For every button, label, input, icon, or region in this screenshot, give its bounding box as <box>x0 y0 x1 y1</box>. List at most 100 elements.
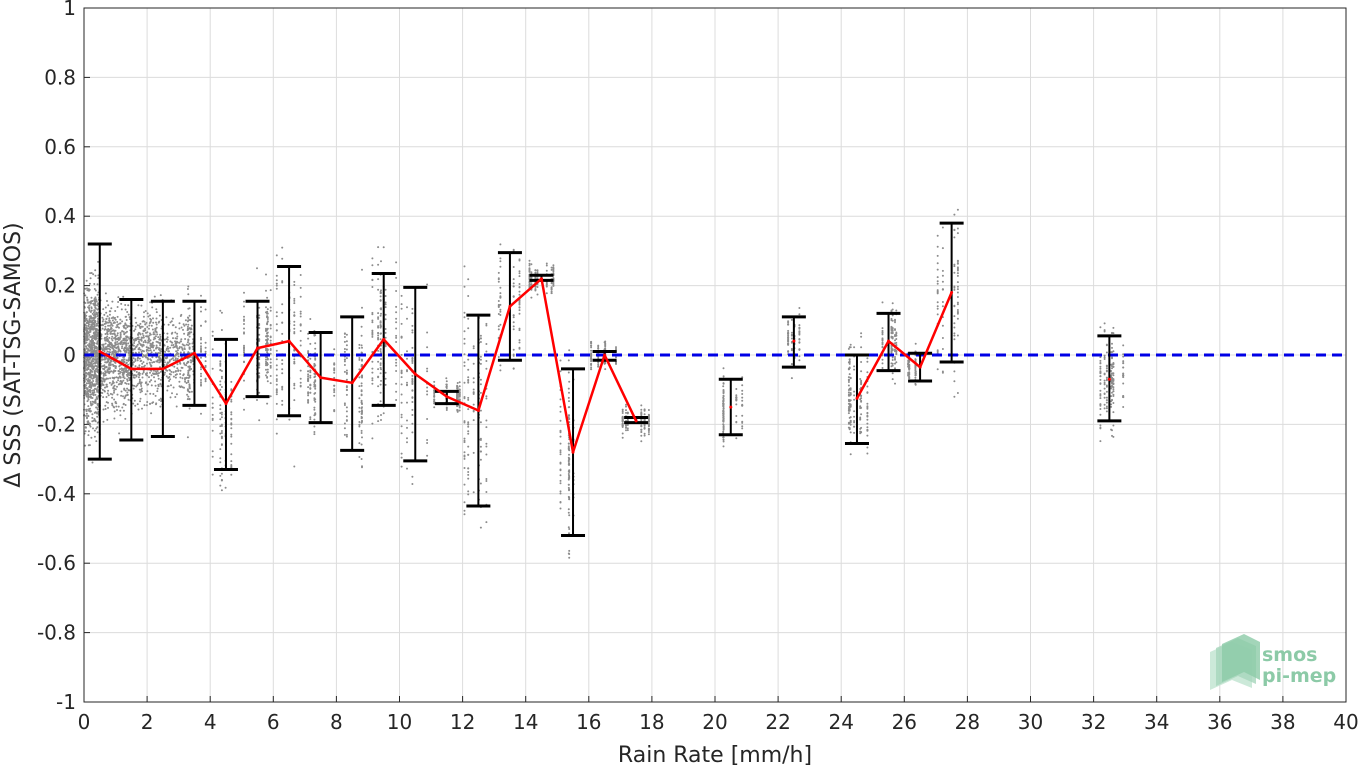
scatter-point <box>93 376 96 379</box>
scatter-point <box>643 427 646 430</box>
scatter-point <box>118 372 121 375</box>
scatter-point <box>265 374 267 377</box>
scatter-point <box>798 355 801 358</box>
scatter-point <box>1099 382 1102 385</box>
scatter-point <box>866 446 869 449</box>
scatter-point <box>953 236 956 239</box>
scatter-point <box>281 311 284 314</box>
scatter-point <box>157 336 160 339</box>
scatter-point <box>956 208 959 211</box>
scatter-point <box>211 473 214 476</box>
scatter-point <box>149 347 152 350</box>
scatter-point <box>115 405 118 408</box>
scatter-point <box>722 402 725 405</box>
scatter-point <box>528 281 531 284</box>
scatter-point <box>361 359 363 362</box>
scatter-point <box>395 334 398 337</box>
scatter-point <box>1112 395 1115 397</box>
scatter-point <box>155 321 157 324</box>
scatter-point <box>288 418 291 421</box>
scatter-point <box>93 298 96 301</box>
scatter-point <box>96 379 99 382</box>
scatter-point <box>266 349 269 352</box>
scatter-point <box>94 302 97 305</box>
scatter-point <box>463 342 466 345</box>
scatter-point <box>847 347 850 350</box>
scatter-point <box>433 402 436 405</box>
scatter-point <box>95 376 98 379</box>
scatter-point <box>545 262 548 265</box>
scatter-point <box>122 379 125 382</box>
scatter-point <box>102 318 105 321</box>
scatter-point <box>266 323 269 326</box>
scatter-point <box>360 407 363 410</box>
scatter-point <box>176 363 179 366</box>
scatter-point <box>379 372 382 375</box>
scatter-point <box>243 300 245 303</box>
scatter-point <box>133 384 136 387</box>
scatter-point <box>149 349 152 352</box>
scatter-point <box>866 428 869 431</box>
scatter-point <box>119 409 122 412</box>
scatter-point <box>243 397 245 400</box>
scatter-point <box>85 330 88 333</box>
scatter-point <box>137 304 140 307</box>
scatter-point <box>89 277 92 280</box>
scatter-point <box>126 379 129 382</box>
scatter-point <box>361 466 363 469</box>
scatter-point <box>518 293 521 296</box>
scatter-point <box>307 394 310 397</box>
scatter-point <box>96 293 99 296</box>
scatter-point <box>787 334 790 337</box>
scatter-point <box>90 321 93 324</box>
scatter-point <box>941 247 944 250</box>
scatter-point <box>735 403 738 406</box>
scatter-point <box>485 397 488 400</box>
scatter-point <box>125 359 128 362</box>
scatter-point <box>400 294 403 297</box>
scatter-point <box>169 340 172 343</box>
scatter-point <box>894 342 896 345</box>
scatter-point <box>269 309 272 312</box>
scatter-point <box>1122 360 1125 363</box>
scatter-point <box>463 457 466 460</box>
scatter-point <box>1122 344 1125 347</box>
scatter-point <box>110 370 113 373</box>
scatter-point <box>445 380 448 383</box>
scatter-point <box>90 341 93 344</box>
scatter-point <box>485 491 488 493</box>
scatter-point <box>908 361 911 363</box>
scatter-point <box>187 323 190 326</box>
scatter-point <box>166 332 169 335</box>
scatter-point <box>512 325 515 328</box>
scatter-point <box>299 385 302 388</box>
scatter-point <box>1122 406 1125 408</box>
scatter-point <box>102 384 105 386</box>
scatter-point <box>530 263 533 266</box>
scatter-point <box>176 341 179 344</box>
scatter-point <box>293 465 296 468</box>
scatter-point <box>936 301 939 304</box>
scatter-point <box>153 376 155 379</box>
scatter-point <box>377 415 380 418</box>
scatter-points <box>83 208 1125 559</box>
scatter-point <box>139 360 142 363</box>
scatter-point <box>138 388 141 391</box>
scatter-point <box>159 294 162 297</box>
scatter-point <box>621 436 624 439</box>
scatter-point <box>499 369 502 372</box>
scatter-point <box>169 396 172 399</box>
scatter-point <box>361 436 363 439</box>
scatter-point <box>559 419 562 422</box>
scatter-point <box>156 387 159 390</box>
scatter-point <box>313 433 316 436</box>
scatter-point <box>445 387 448 389</box>
scatter-point <box>269 324 272 327</box>
scatter-point <box>84 444 87 447</box>
scatter-point <box>124 417 127 420</box>
scatter-point <box>91 391 94 394</box>
scatter-point <box>941 324 944 327</box>
scatter-point <box>93 391 96 394</box>
scatter-point <box>559 490 562 493</box>
scatter-point <box>528 259 531 262</box>
